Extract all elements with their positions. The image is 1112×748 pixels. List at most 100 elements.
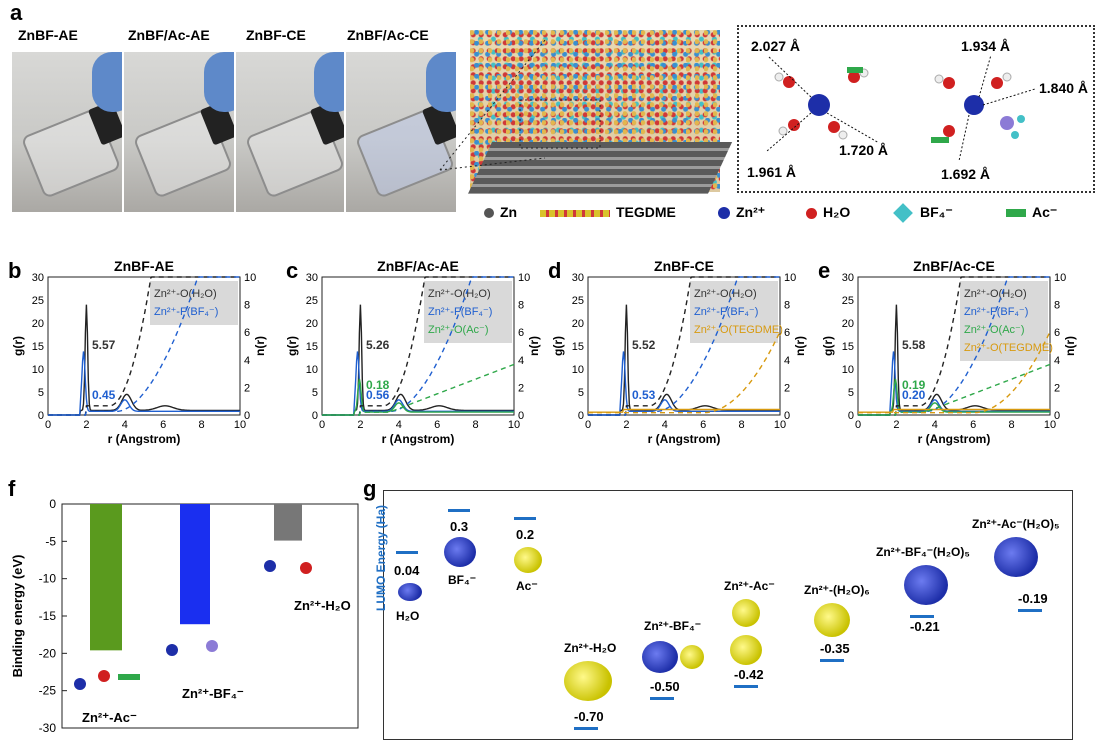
lumo-value-zn-h2o: -0.70 <box>574 709 604 724</box>
rdf-ytick-left: 20 <box>32 318 44 330</box>
solvation-inset: 2.027 Å 1.961 Å 1.720 Å 1.934 Å 1.840 Å … <box>737 25 1095 193</box>
rdf-ytick-right: 6 <box>518 327 524 339</box>
orbital-zn-ac-lower <box>730 635 762 665</box>
legend-tegdme: TEGDME <box>540 204 676 220</box>
rdf-curve <box>858 331 1051 414</box>
rdf-ytick-right: 10 <box>1054 272 1066 284</box>
rdf-xtick: 10 <box>1044 419 1056 431</box>
rdf-ylabel-right: n(r) <box>253 336 267 356</box>
photo-title-4: ZnBF/Ac-CE <box>347 27 429 43</box>
lumo-level-zn-h2o <box>574 727 598 730</box>
panel-label-g: g <box>363 476 377 501</box>
panel-label-c: c <box>286 258 299 283</box>
orbital-h2o <box>398 583 422 601</box>
vial-photo-1 <box>12 52 122 212</box>
rdf-ytick-right: 8 <box>518 300 524 312</box>
rdf-annotation: 0.18 <box>366 378 390 392</box>
rdf-legend-entry: Zn²⁺-O(TEGDME) <box>964 342 1053 354</box>
rdf-xtick: 10 <box>234 419 246 431</box>
rdf-xtick: 2 <box>83 419 89 431</box>
rdf-ytick-left: 5 <box>848 387 854 399</box>
rdf-annotation: 0.45 <box>92 388 116 402</box>
rdf-ytick-right: 4 <box>1054 355 1060 367</box>
rdf-ytick-left: 20 <box>842 318 854 330</box>
rdf-legend-entry: Zn²⁺-O(Ac⁻) <box>428 324 489 336</box>
rdf-curve <box>588 331 781 414</box>
rdf-ylabel-left: g(r) <box>821 336 835 356</box>
molecule-glyph <box>118 674 140 680</box>
rdf-panel-1: Zn²⁺-O(H₂O) Zn²⁺-F(BF₄⁻) 5.57 0.45 ZnBF-AE 0 2… <box>11 258 267 446</box>
orbital-zn-ac <box>732 599 760 627</box>
rdf-legend-entry: Zn²⁺-F(BF₄⁻) <box>964 306 1028 318</box>
bar-category-label: Zn²⁺-H₂O <box>294 598 351 613</box>
rdf-legend-box <box>690 281 778 343</box>
lumo-level-bf4 <box>448 509 470 512</box>
rdf-xtick: 4 <box>122 419 128 431</box>
h2o-molecules-left <box>774 67 869 140</box>
vial-photo-2 <box>124 52 234 212</box>
zoom-lines <box>439 39 601 171</box>
photo-title-2: ZnBF/Ac-AE <box>128 27 210 43</box>
rdf-xtick: 0 <box>855 419 861 431</box>
molecule-glyph <box>166 644 178 656</box>
rdf-ytick-left: 25 <box>842 295 854 307</box>
rdf-ytick-left: 5 <box>38 387 44 399</box>
dist-6: 1.692 Å <box>941 166 990 182</box>
lumo-level-ac <box>514 517 536 520</box>
rdf-frame <box>47 276 241 416</box>
rdf-legend-entry: Zn²⁺-O(H₂O) <box>694 288 757 300</box>
rdf-ytick-right: 4 <box>244 355 250 367</box>
molecule-glyph <box>264 560 276 572</box>
rdf-annotation: 5.26 <box>366 338 390 352</box>
binding-energy-chart: 0 -5 -10 -15 -20 -25 -30 Binding energy (eV) Zn²… <box>10 497 359 735</box>
dist-5: 1.840 Å <box>1039 80 1088 96</box>
rdf-xtick: 6 <box>160 419 166 431</box>
rdf-curve <box>48 351 240 416</box>
rdf-frame <box>321 276 515 416</box>
rdf-ytick-right: 2 <box>518 382 524 394</box>
rdf-panel-3: Zn²⁺-O(H₂O) Zn²⁺-F(BF₄⁻) Zn²⁺-O(TEGDME) 5.5… <box>551 258 807 446</box>
rdf-legend-entry: Zn²⁺-F(BF₄⁻) <box>694 306 758 318</box>
rdf-legend-entry: Zn²⁺-O(H₂O) <box>154 288 217 300</box>
rdf-xtick: 6 <box>700 419 706 431</box>
orbital-zn-bf4-lobe <box>680 645 704 669</box>
rdf-xtick: 6 <box>434 419 440 431</box>
rdf-ytick-left: 30 <box>572 272 584 284</box>
rdf-ytick-right: 6 <box>244 327 250 339</box>
rdf-frame <box>857 276 1051 416</box>
rdf-ytick-right: 0 <box>1054 410 1060 422</box>
rdf-ytick-right: 0 <box>244 410 250 422</box>
rdf-xtick: 0 <box>585 419 591 431</box>
dist-3: 1.720 Å <box>839 142 888 158</box>
rdf-ytick-left: 15 <box>572 341 584 353</box>
lumo-name-zn-h2o: Zn²⁺-H₂O <box>564 641 617 655</box>
rdf-annotation: 0.20 <box>902 388 926 402</box>
orbital-zn-bf4-h2o5 <box>904 565 948 605</box>
rdf-curve <box>322 378 514 416</box>
rdf-title: ZnBF/Ac-CE <box>913 258 995 274</box>
rdf-ytick-right: 10 <box>244 272 256 284</box>
rdf-ytick-right: 4 <box>518 355 524 367</box>
rdf-ytick-right: 6 <box>1054 327 1060 339</box>
rdf-charts: Zn²⁺-O(H₂O) Zn²⁺-F(BF₄⁻) 5.57 0.45 ZnBF-AE 0 2… <box>11 258 1077 446</box>
rdf-ytick-left: 25 <box>32 295 44 307</box>
panel-label-f: f <box>8 476 16 501</box>
lumo-level-zn-ac-h2o5 <box>1018 609 1042 612</box>
lumo-name-zn-ac-h2o5: Zn²⁺-Ac⁻(H₂O)₅ <box>972 517 1060 531</box>
bar-3 <box>274 504 302 541</box>
rdf-xtick: 4 <box>396 419 402 431</box>
rdf-ytick-left: 10 <box>572 364 584 376</box>
rdf-curve <box>858 351 1050 416</box>
rdf-xtick: 10 <box>508 419 520 431</box>
lumo-level-zn-bf4 <box>650 697 674 700</box>
panel-label-e: e <box>818 258 831 283</box>
lumo-value-bf4: 0.3 <box>450 519 469 534</box>
rdf-panel-4: Zn²⁺-O(H₂O) Zn²⁺-F(BF₄⁻) Zn²⁺-O(Ac⁻) Zn²⁺-O… <box>821 258 1077 446</box>
bar-category-label: Zn²⁺-BF₄⁻ <box>182 686 244 701</box>
rdf-xtick: 2 <box>893 419 899 431</box>
lumo-name-bf4: BF₄⁻ <box>448 573 477 587</box>
rdf-ytick-left: 10 <box>32 364 44 376</box>
lumo-name-h2o: H₂O <box>396 609 420 623</box>
legend-zn: Zn <box>484 204 517 220</box>
rdf-legend-entry: Zn²⁺-O(TEGDME) <box>694 324 783 336</box>
